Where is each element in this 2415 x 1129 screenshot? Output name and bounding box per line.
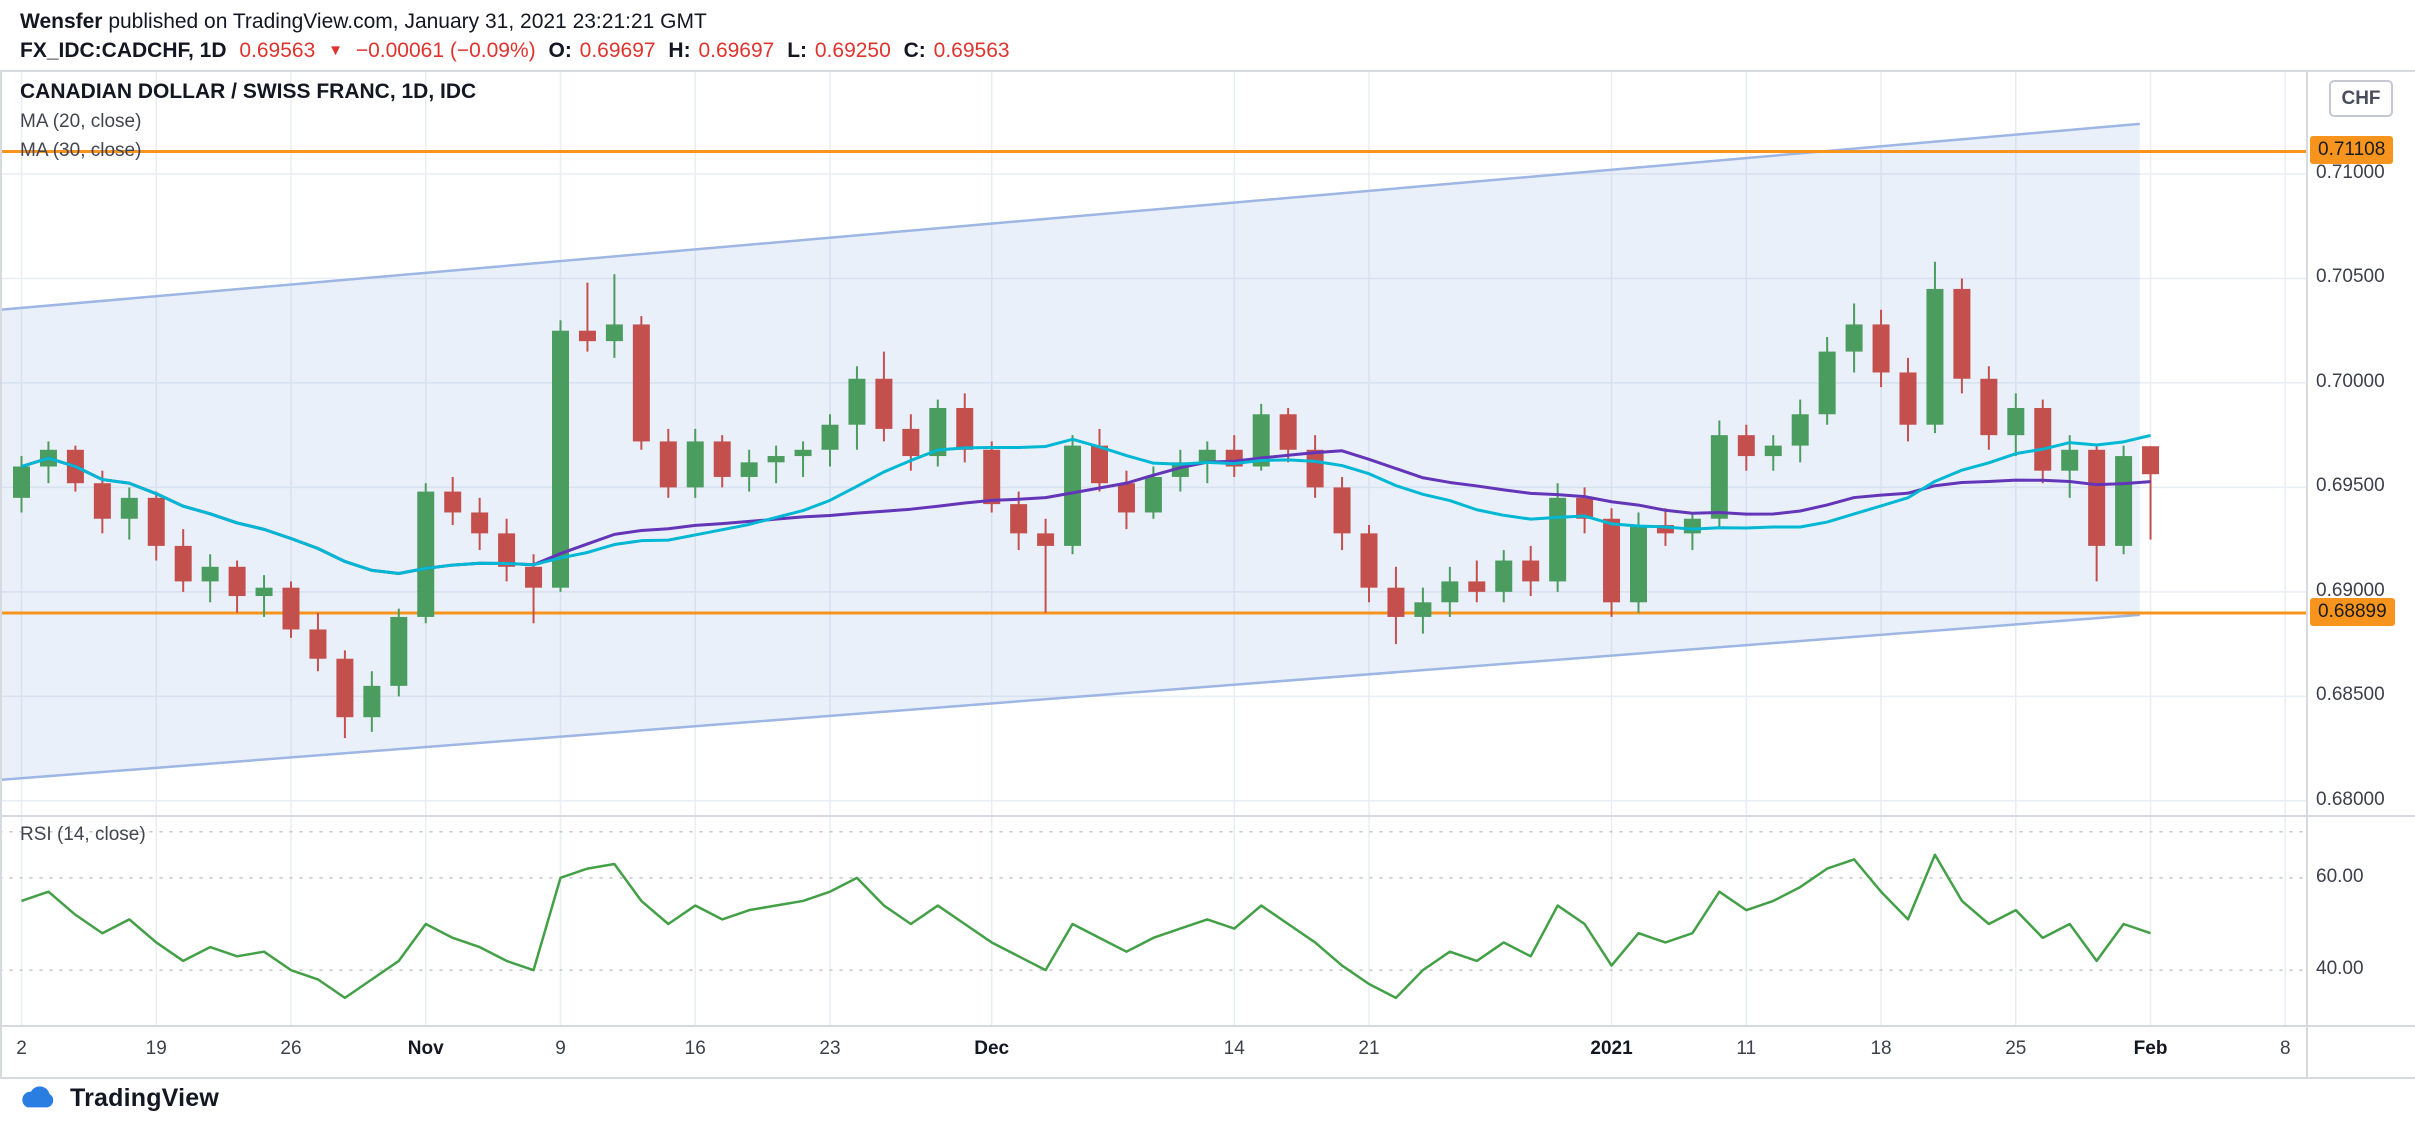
- price-axis-label: 0.70500: [2316, 266, 2385, 288]
- rsi-axis-label: 60.00: [2316, 865, 2364, 887]
- time-axis-label: 2021: [1590, 1038, 1633, 1059]
- candlesticks: [13, 261, 2160, 739]
- price-axis-label: 0.70000: [2316, 370, 2385, 392]
- time-axis[interactable]: 2 19 26 Nov 9 16 23 Dec 14 21 2021 11 18 25 Feb 8: [0, 1026, 2306, 1078]
- publish-caption: Wensfer published on TradingView.com, Ja…: [20, 10, 707, 34]
- time-axis-label: Feb: [2133, 1038, 2168, 1059]
- rsi-legend-label: RSI (14, close): [20, 824, 146, 845]
- tradingview-cloud-icon: [18, 1085, 60, 1113]
- close-value: 0.69563: [933, 39, 1010, 62]
- chart-left-border: [0, 70, 2, 1079]
- chart-bottom-border: [0, 1077, 2415, 1079]
- open-label: O:: [548, 39, 572, 62]
- price-axis-label: 0.68500: [2316, 684, 2385, 706]
- price-level-badge: 0.71108: [2310, 136, 2394, 165]
- high-value: 0.69697: [698, 39, 775, 62]
- publisher-name: Wensfer: [20, 10, 103, 33]
- pane-divider: [0, 815, 2415, 817]
- price-chart-pane[interactable]: [0, 71, 2306, 816]
- quote-last-price: 0.69563: [239, 39, 316, 62]
- time-axis-label: Dec: [974, 1038, 1010, 1059]
- time-axis-label: 18: [1870, 1038, 1892, 1059]
- tradingview-logo[interactable]: TradingView: [18, 1084, 219, 1113]
- symbol-quote-line: FX_IDC:CADCHF, 1D 0.69563 ▼ −0.00061 (−0…: [20, 39, 1017, 63]
- time-axis-label: 11: [1736, 1038, 1757, 1059]
- chart-legend: CANADIAN DOLLAR / SWISS FRANC, 1D, IDC M…: [20, 80, 476, 162]
- rsi-pane[interactable]: [0, 816, 2306, 1026]
- chart-title: CANADIAN DOLLAR / SWISS FRANC, 1D, IDC: [20, 80, 477, 103]
- open-value: 0.69697: [579, 39, 656, 62]
- symbol-name: FX_IDC:CADCHF, 1D: [20, 39, 227, 62]
- time-axis-label: 2: [16, 1038, 27, 1059]
- time-axis-divider: [0, 1025, 2415, 1027]
- rsi-grid: [0, 816, 2306, 1026]
- time-axis-label: 8: [2280, 1038, 2291, 1059]
- tradingview-wordmark: TradingView: [70, 1084, 220, 1112]
- time-axis-label: 19: [145, 1038, 167, 1059]
- time-axis-label: 25: [2005, 1038, 2027, 1059]
- close-label: C:: [903, 39, 926, 62]
- price-level-badge: 0.68899: [2310, 597, 2395, 626]
- rsi-line: [21, 853, 2151, 1000]
- rsi-axis-label: 40.00: [2316, 958, 2364, 980]
- currency-toggle-button[interactable]: CHF: [2329, 80, 2393, 117]
- down-arrow-icon: ▼: [328, 42, 343, 59]
- low-value: 0.69250: [814, 39, 891, 62]
- ma20-legend-label: MA (20, close): [20, 111, 142, 132]
- price-level-lines: [0, 149, 2306, 615]
- time-axis-label: 16: [684, 1038, 706, 1059]
- time-axis-label: 14: [1223, 1038, 1245, 1059]
- time-axis-label: 9: [555, 1038, 566, 1059]
- ma30-legend-label: MA (30, close): [20, 140, 142, 161]
- price-axis-label: 0.69500: [2316, 475, 2385, 497]
- quote-change: −0.00061 (−0.09%): [355, 39, 536, 62]
- price-axis-label: 0.68000: [2316, 788, 2385, 810]
- time-axis-label: 23: [819, 1038, 841, 1059]
- price-axis-divider: [2306, 70, 2308, 1079]
- time-axis-label: 26: [280, 1038, 302, 1059]
- low-label: L:: [787, 39, 808, 62]
- time-axis-label: Nov: [407, 1038, 444, 1059]
- time-axis-label: 21: [1358, 1038, 1380, 1059]
- high-label: H:: [668, 39, 691, 62]
- chart-top-border: [0, 70, 2415, 72]
- publish-info: published on TradingView.com, January 31…: [102, 10, 707, 33]
- ma20-line: [21, 433, 2151, 575]
- price-axis-label: 0.71000: [2316, 162, 2385, 183]
- price-axis[interactable]: 0.71000 0.70500 0.70000 0.69500 0.69000 0.685…: [2306, 71, 2415, 1078]
- price-axis-label: 0.69000: [2316, 579, 2385, 601]
